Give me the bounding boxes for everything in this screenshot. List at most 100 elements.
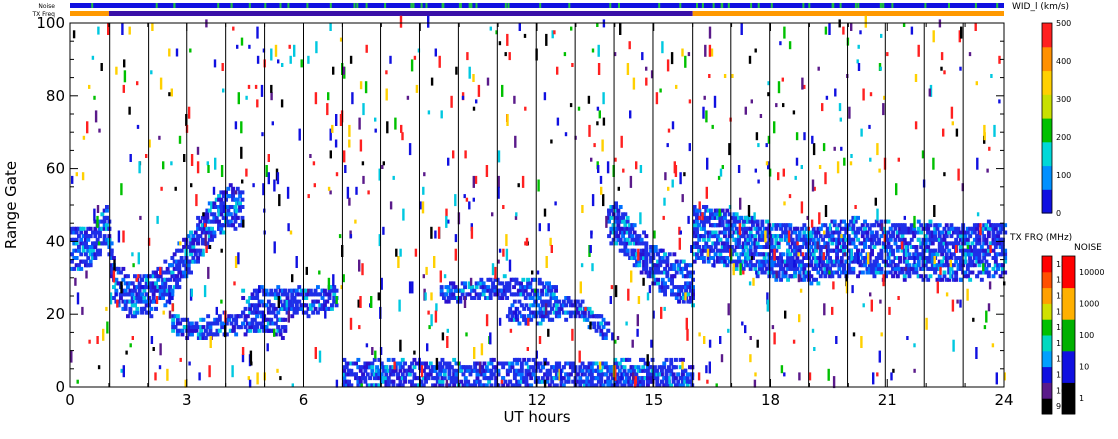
data-cell — [173, 252, 177, 256]
data-cell — [585, 376, 589, 380]
data-cell — [451, 292, 455, 296]
data-cell — [522, 307, 526, 311]
data-cell — [570, 103, 572, 107]
data-cell — [121, 267, 125, 271]
data-cell — [300, 292, 304, 296]
data-cell — [548, 369, 552, 373]
data-cell — [363, 376, 367, 380]
data-cell — [644, 245, 648, 249]
data-cell — [98, 234, 102, 238]
data-cell — [618, 187, 620, 191]
data-cell — [273, 180, 275, 192]
data-cell — [739, 216, 743, 220]
data-cell — [992, 231, 996, 235]
data-cell — [627, 63, 629, 75]
data-cell — [222, 201, 226, 205]
data-cell — [842, 267, 846, 271]
noise-strip-tick — [366, 3, 368, 8]
data-cell — [560, 307, 564, 311]
data-cell — [837, 223, 841, 227]
data-cell — [435, 303, 437, 311]
data-cell — [756, 241, 760, 245]
data-cell — [276, 292, 280, 296]
data-cell — [926, 227, 930, 231]
data-cell — [413, 358, 417, 362]
data-cell — [840, 260, 844, 264]
data-cell — [435, 311, 437, 323]
data-cell — [869, 158, 871, 162]
noise-strip-tick — [306, 3, 308, 8]
data-cell — [93, 96, 95, 100]
data-cell — [124, 70, 126, 82]
data-cell — [597, 107, 599, 111]
data-cell — [443, 376, 447, 380]
data-cell — [861, 234, 865, 238]
data-cell — [912, 234, 916, 238]
data-cell — [251, 322, 255, 326]
data-cell — [826, 263, 830, 267]
data-cell — [764, 231, 766, 243]
data-cell — [229, 329, 231, 333]
data-cell — [784, 311, 786, 319]
data-cell — [434, 231, 436, 239]
data-cell — [760, 220, 764, 224]
data-cell — [170, 271, 174, 275]
data-cell — [276, 369, 278, 373]
data-cell — [842, 27, 844, 35]
data-cell — [700, 252, 704, 256]
noise-strip-tick — [539, 3, 541, 8]
data-cell — [987, 234, 991, 238]
data-cell — [339, 234, 341, 238]
data-cell — [395, 249, 397, 257]
data-cell — [802, 223, 806, 227]
data-cell — [267, 343, 269, 351]
data-cell — [514, 136, 516, 148]
data-cell — [774, 227, 778, 231]
data-cell — [403, 376, 407, 380]
data-cell — [602, 92, 604, 104]
data-cell — [823, 143, 825, 151]
data-cell — [795, 267, 799, 271]
data-cell — [399, 249, 401, 257]
noise-strip-tick — [696, 3, 698, 8]
data-cell — [553, 30, 555, 34]
data-cell — [757, 143, 759, 147]
data-cell — [871, 300, 873, 312]
data-cell — [851, 241, 855, 245]
data-cell — [581, 300, 585, 304]
data-cell — [348, 125, 350, 137]
data-cell — [293, 45, 295, 57]
data-cell — [462, 96, 464, 100]
data-cell — [660, 380, 664, 384]
noise-strip-tick — [702, 3, 704, 8]
data-cell — [374, 118, 376, 122]
data-cell — [661, 256, 665, 260]
data-cell — [541, 318, 545, 322]
data-cell — [688, 380, 692, 384]
data-cell — [934, 256, 936, 264]
data-cell — [170, 256, 174, 260]
data-cell — [665, 263, 669, 267]
data-cell — [793, 110, 795, 114]
data-cell — [887, 256, 891, 260]
data-cell — [279, 329, 283, 333]
data-cell — [709, 27, 711, 39]
data-cell — [145, 300, 149, 304]
data-cell — [222, 89, 224, 93]
data-cell — [926, 245, 930, 249]
data-cell — [819, 274, 823, 278]
data-cell — [915, 121, 917, 129]
x-tick-label: 24 — [994, 391, 1013, 409]
data-cell — [625, 372, 629, 376]
data-cell — [123, 59, 125, 67]
data-cell — [959, 256, 963, 260]
noise-strip-tick — [426, 3, 428, 8]
data-cell — [246, 314, 250, 318]
data-cell — [245, 96, 247, 100]
data-cell — [901, 234, 905, 238]
data-cell — [392, 372, 396, 376]
data-cell — [695, 252, 699, 256]
data-cell — [190, 183, 192, 187]
data-cell — [665, 358, 669, 362]
data-cell — [660, 307, 662, 319]
